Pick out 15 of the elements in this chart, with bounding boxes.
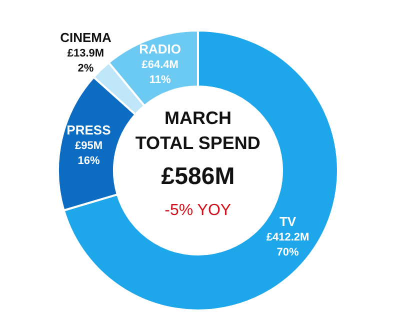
text: -5% YOY — [164, 202, 232, 219]
text: MARCH TOTAL SPEND — [135, 108, 260, 153]
text: £586M — [161, 163, 235, 190]
slice-label: PRESS — [66, 122, 112, 138]
slice-label: CINEMA — [60, 30, 112, 46]
slice-label: RADIO — [139, 42, 182, 57]
text: 11% — [149, 74, 171, 86]
text: 2% — [78, 62, 94, 75]
slice-label: TV — [279, 214, 296, 229]
data-label: £95M — [74, 140, 102, 152]
data-label: £412.2M — [266, 231, 310, 244]
data-label: £13.9M — [67, 48, 104, 60]
data-label: £64.4M — [142, 59, 178, 72]
text: 70% — [276, 246, 299, 258]
text: 16% — [78, 154, 100, 167]
